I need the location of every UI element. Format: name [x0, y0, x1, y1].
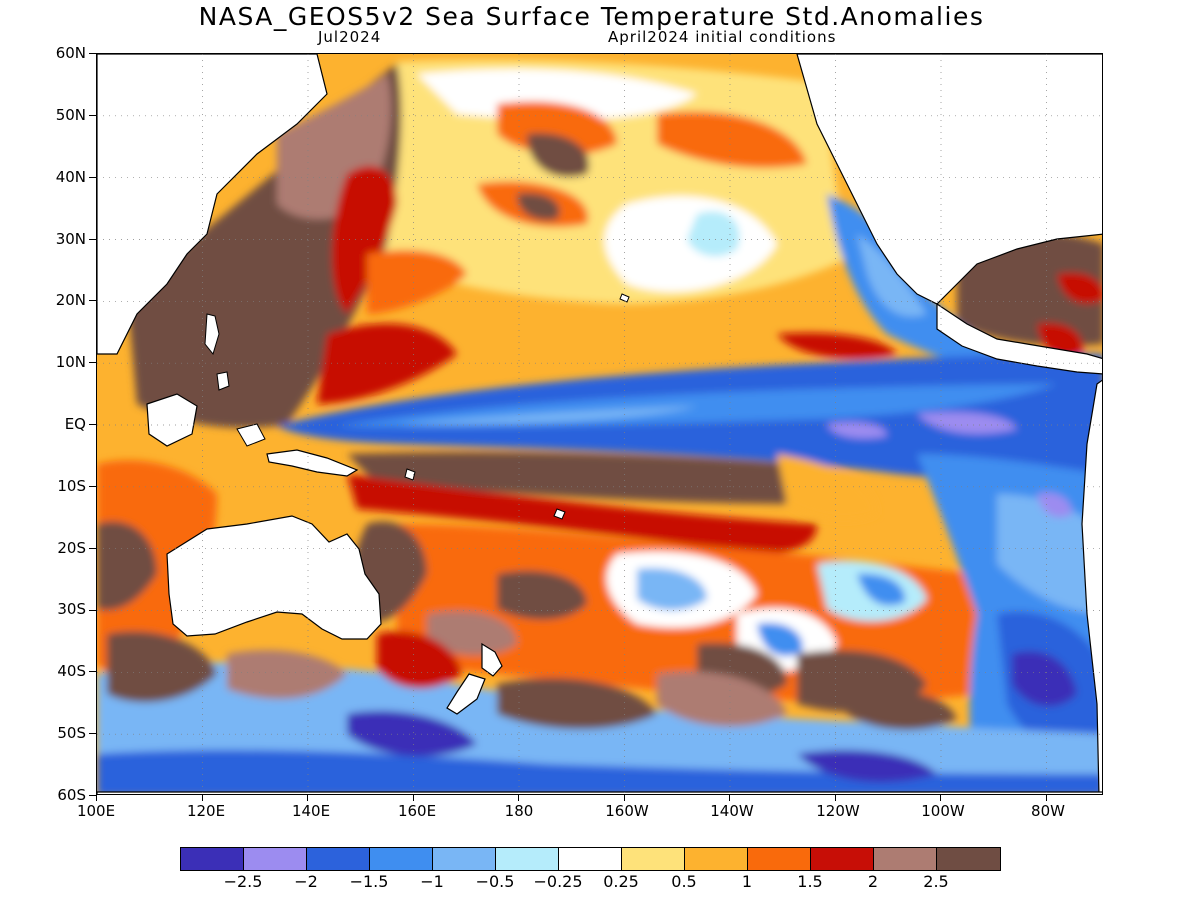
lat-tick — [89, 53, 96, 54]
lon-tick — [518, 795, 519, 801]
colorbar-label: 0.25 — [603, 872, 639, 891]
colorbar-swatch — [622, 848, 685, 870]
lat-tick — [89, 239, 96, 240]
lat-tick — [89, 548, 96, 549]
lon-label: 160E — [397, 802, 437, 820]
lon-tick — [202, 795, 203, 801]
lat-tick — [89, 795, 96, 796]
lon-tick — [307, 795, 308, 801]
colorbar-label: 1.5 — [797, 872, 823, 891]
colorbar-swatch — [748, 848, 811, 870]
anomaly-field — [97, 59, 1102, 794]
lon-tick — [940, 795, 941, 801]
colorbar-label: 2.5 — [923, 872, 949, 891]
colorbar-label: −0.5 — [475, 872, 515, 891]
new-zealand-north-land — [481, 642, 503, 677]
colorbar — [180, 847, 1001, 871]
colorbar-swatch — [307, 848, 370, 870]
lat-label: 60S — [57, 786, 86, 804]
colorbar-swatch — [181, 848, 244, 870]
colorbar-label: 0.5 — [671, 872, 697, 891]
lon-label: 160W — [605, 802, 649, 820]
colorbar-label: −2.5 — [223, 872, 263, 891]
lon-label: 80W — [1031, 802, 1065, 820]
colorbar-label: −2 — [294, 872, 318, 891]
colorbar-label: −1.5 — [349, 872, 389, 891]
lon-tick — [729, 795, 730, 801]
lat-label: 50S — [57, 724, 86, 742]
map-plot-area — [96, 53, 1103, 795]
lon-label: 180 — [504, 802, 534, 820]
lon-tick — [96, 795, 97, 801]
lat-tick — [89, 115, 96, 116]
south-america-land — [1081, 379, 1102, 794]
forecast-month: Jul2024 — [318, 28, 382, 46]
lon-label: 120E — [186, 802, 226, 820]
lat-tick — [89, 177, 96, 178]
lat-label: 50N — [55, 106, 86, 124]
lon-tick — [413, 795, 414, 801]
lat-tick — [89, 671, 96, 672]
lat-label: 30S — [57, 600, 86, 618]
colorbar-swatch — [433, 848, 496, 870]
lat-label: 20S — [57, 539, 86, 557]
central-america-land — [936, 302, 1102, 375]
lat-tick — [89, 424, 96, 425]
lon-tick — [624, 795, 625, 801]
colorbar-label: 1 — [741, 872, 753, 891]
asia-land — [97, 54, 328, 355]
lat-label: 10S — [57, 477, 86, 495]
colorbar-swatch — [244, 848, 307, 870]
colorbar-label: −0.25 — [533, 872, 583, 891]
land — [97, 54, 1102, 794]
lat-label: 10N — [55, 353, 86, 371]
sst-anomaly-map — [97, 54, 1102, 794]
lon-tick — [835, 795, 836, 801]
new-guinea-land — [266, 449, 359, 477]
colorbar-swatch — [496, 848, 559, 870]
lat-tick — [89, 300, 96, 301]
lat-label: 60N — [55, 44, 86, 62]
colorbar-label: 2 — [867, 872, 879, 891]
colorbar-swatch — [559, 848, 622, 870]
initial-conditions: April2024 initial conditions — [608, 28, 837, 46]
lat-label: 40N — [55, 168, 86, 186]
lat-label: EQ — [64, 415, 86, 433]
map-title: NASA_GEOS5v2 Sea Surface Temperature Std… — [198, 2, 985, 31]
lat-label: 40S — [57, 662, 86, 680]
lat-tick — [89, 610, 96, 611]
colorbar-swatch — [874, 848, 937, 870]
lat-tick — [89, 362, 96, 363]
colorbar-swatch — [937, 848, 1000, 870]
lat-label: 20N — [55, 291, 86, 309]
lon-label: 140E — [291, 802, 331, 820]
lon-label: 100E — [76, 802, 116, 820]
lat-tick — [89, 486, 96, 487]
lon-label: 100W — [921, 802, 965, 820]
lon-tick — [1046, 795, 1047, 801]
antarctic-strip — [97, 791, 1102, 794]
colorbar-swatch — [811, 848, 874, 870]
colorbar-swatch — [685, 848, 748, 870]
borneo-land — [146, 393, 198, 447]
colorbar-swatch — [370, 848, 433, 870]
colorbar-label: −1 — [420, 872, 444, 891]
lat-tick — [89, 733, 96, 734]
new-zealand-south-land — [446, 673, 486, 715]
islands — [204, 293, 630, 520]
lat-label: 30N — [55, 230, 86, 248]
australia-land — [166, 515, 382, 640]
lon-label: 120W — [816, 802, 860, 820]
graticule — [97, 54, 1102, 794]
lon-label: 140W — [710, 802, 754, 820]
